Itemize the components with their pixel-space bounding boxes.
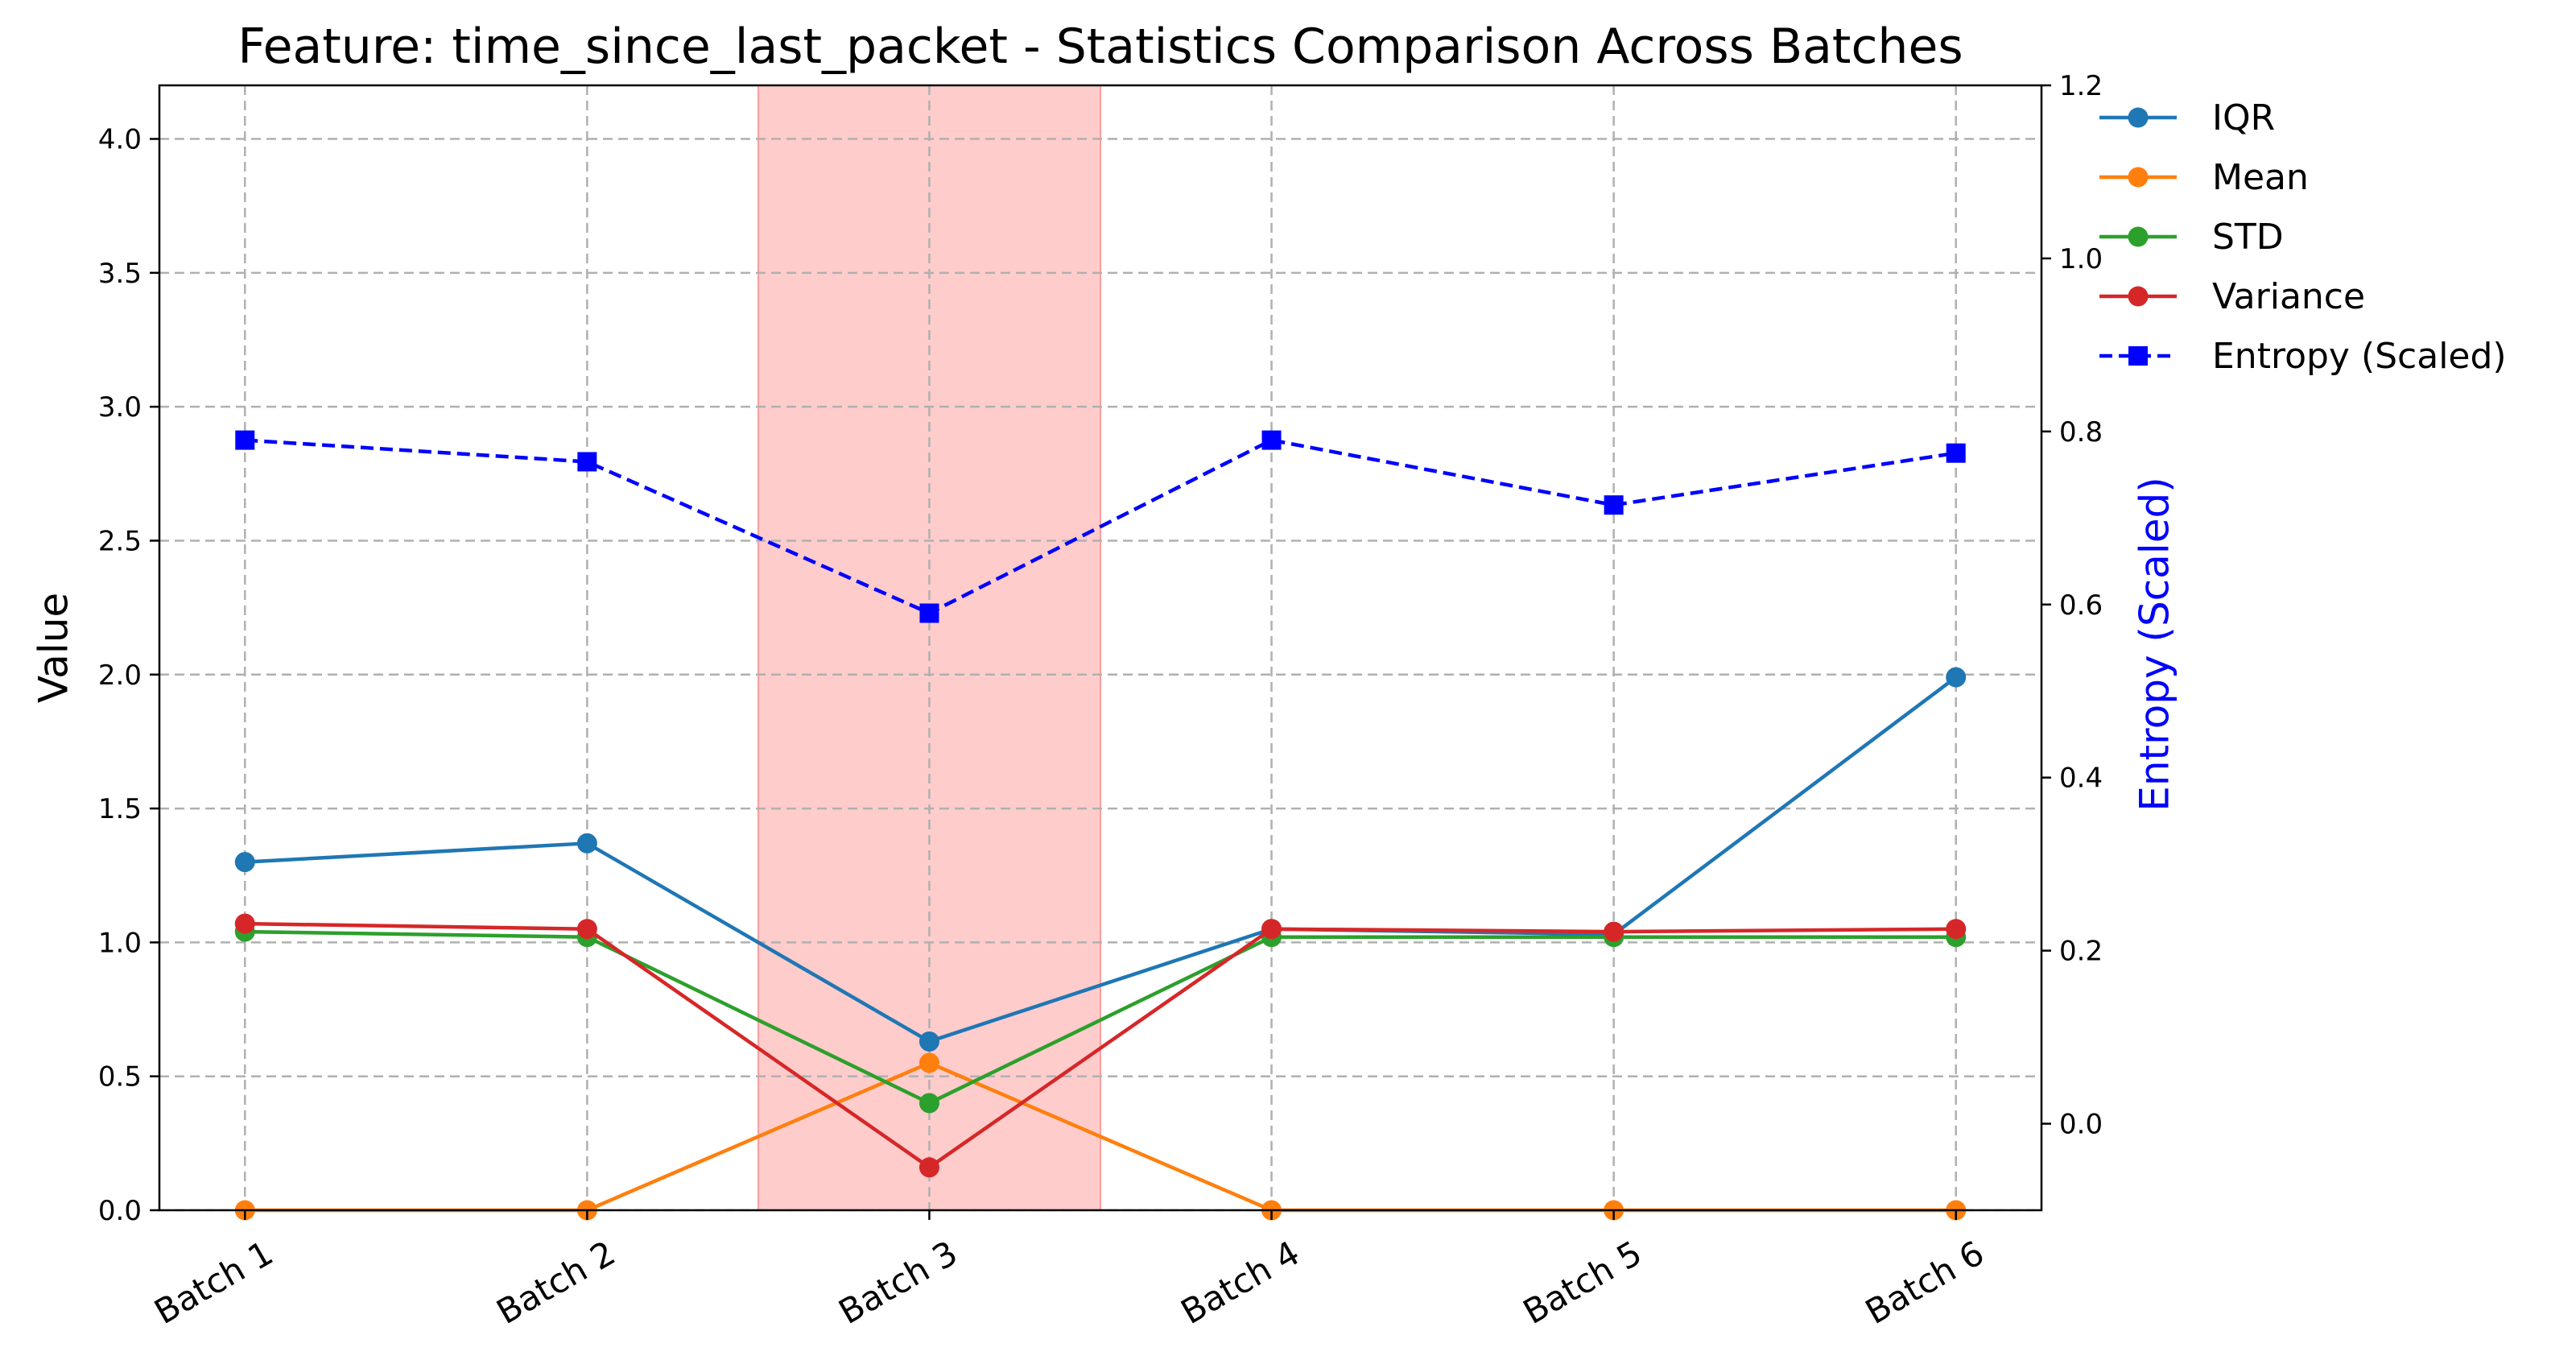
y2-tick-label: 0.4 bbox=[2059, 763, 2103, 795]
y-tick-label: 2.0 bbox=[98, 659, 142, 692]
legend-item: Mean bbox=[2099, 157, 2309, 198]
data-point bbox=[1946, 919, 1967, 940]
y2-tick-label: 0.2 bbox=[2059, 936, 2103, 968]
y-tick-label: 1.0 bbox=[98, 927, 142, 959]
data-point bbox=[234, 913, 255, 934]
y2-tick-label: 1.2 bbox=[2059, 70, 2103, 102]
data-point bbox=[1946, 667, 1967, 688]
series-line bbox=[245, 929, 1956, 1106]
data-point bbox=[1946, 443, 1966, 463]
y-tick-label: 4.0 bbox=[98, 124, 142, 156]
legend-label: Entropy (Scaled) bbox=[2212, 336, 2507, 377]
data-point bbox=[1604, 495, 1624, 515]
data-point bbox=[919, 603, 939, 623]
y2-tick-label: 1.0 bbox=[2059, 243, 2103, 275]
data-point bbox=[1604, 921, 1624, 942]
y-tick-label: 3.5 bbox=[98, 258, 142, 290]
series-line bbox=[245, 676, 1958, 1044]
legend-item: Variance bbox=[2099, 276, 2365, 317]
legend-marker bbox=[2128, 226, 2149, 247]
series-entropy-scaled bbox=[235, 430, 1966, 623]
data-point bbox=[577, 452, 597, 472]
y2-tick-label: 0.6 bbox=[2059, 589, 2103, 622]
legend-label: IQR bbox=[2212, 97, 2275, 138]
series-layer bbox=[234, 430, 1967, 1221]
y-axis-title: Value bbox=[31, 593, 77, 703]
data-point bbox=[919, 1031, 939, 1052]
data-point bbox=[1261, 430, 1282, 450]
data-point bbox=[919, 1157, 939, 1178]
data-point bbox=[576, 833, 597, 854]
legend: IQR Mean STD Variance Entropy (Scaled) bbox=[2099, 97, 2507, 377]
y-tick-label: 0.0 bbox=[98, 1195, 142, 1227]
y-tick-label: 0.5 bbox=[98, 1061, 142, 1093]
legend-marker bbox=[2128, 346, 2148, 366]
legend-marker bbox=[2128, 167, 2149, 188]
axes-frame bbox=[158, 84, 2043, 1212]
data-point bbox=[919, 1052, 939, 1073]
y-tick-label: 2.5 bbox=[98, 525, 142, 557]
legend-label: Variance bbox=[2212, 276, 2365, 317]
y2-axis-title: Entropy (Scaled) bbox=[2132, 477, 2178, 811]
y-tick-label: 3.0 bbox=[98, 391, 142, 424]
legend-item: STD bbox=[2099, 217, 2284, 258]
y-tick-label: 1.5 bbox=[98, 793, 142, 825]
data-point bbox=[235, 430, 255, 450]
series-line bbox=[245, 921, 1956, 1170]
series-line bbox=[245, 438, 1957, 615]
data-point bbox=[576, 919, 597, 940]
chart-title: Feature: time_since_last_packet - Statis… bbox=[237, 19, 1963, 75]
data-point bbox=[1261, 919, 1282, 940]
legend-label: Mean bbox=[2212, 157, 2309, 198]
legend-marker bbox=[2128, 286, 2149, 307]
data-point bbox=[919, 1093, 939, 1114]
legend-item: Entropy (Scaled) bbox=[2099, 336, 2507, 377]
y2-tick-label: 0.8 bbox=[2059, 416, 2103, 449]
data-point bbox=[234, 852, 255, 873]
legend-label: STD bbox=[2212, 217, 2284, 258]
legend-marker bbox=[2128, 107, 2149, 128]
legend-item: IQR bbox=[2099, 97, 2275, 138]
series-variance bbox=[234, 913, 1967, 1178]
y2-tick-label: 0.0 bbox=[2059, 1109, 2103, 1141]
